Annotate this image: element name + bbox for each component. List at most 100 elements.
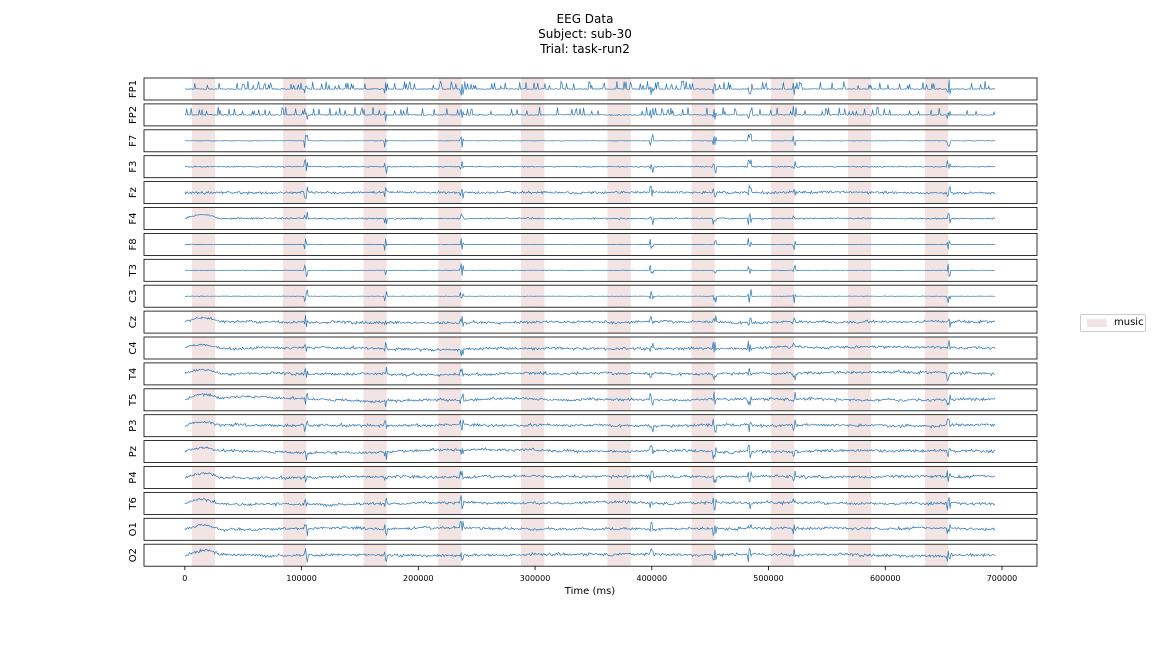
music-band-p4-0 — [191, 466, 216, 489]
trace-t6 — [184, 495, 996, 511]
x-tick-label-1: 100000 — [286, 574, 317, 583]
music-band-o1-0 — [191, 518, 216, 541]
channel-label-f3: F3 — [128, 161, 139, 173]
music-band-o1-5 — [607, 518, 631, 541]
music-band-t5-1 — [282, 388, 307, 411]
music-band-p3-6 — [691, 414, 715, 437]
music-band-pz-3 — [438, 440, 462, 463]
axes-frame-f8 — [143, 232, 1038, 256]
music-band-t4-9 — [924, 362, 949, 385]
channel-label-pz: Pz — [128, 446, 139, 457]
axes-frame-fz — [143, 181, 1038, 205]
axes-frame-t5 — [143, 388, 1038, 412]
music-band-c4-3 — [438, 337, 462, 359]
channel-label-cz: Cz — [128, 316, 139, 328]
trace-c3 — [184, 289, 995, 304]
music-band-t5-4 — [521, 388, 545, 411]
music-band-c4-9 — [924, 337, 949, 359]
trace-fz — [184, 184, 996, 199]
axes-frame-o2 — [143, 543, 1038, 567]
music-band-pz-9 — [924, 440, 949, 463]
x-tick-label-3: 300000 — [520, 574, 551, 583]
music-band-o2-0 — [191, 544, 216, 567]
trace-f4 — [184, 211, 996, 225]
music-band-c4-5 — [607, 337, 631, 359]
axes-frame-p4 — [143, 466, 1038, 489]
chart-title-line-2: Subject: sub-30 — [538, 27, 632, 41]
music-band-cz-0 — [191, 311, 216, 334]
channel-label-c3: C3 — [128, 290, 139, 303]
channel-label-fp2: FP2 — [128, 106, 139, 124]
music-band-fz-0 — [191, 181, 216, 204]
music-band-p4-6 — [691, 466, 715, 489]
music-band-c4-1 — [282, 337, 307, 359]
music-band-pz-1 — [282, 440, 307, 463]
chart-title-line-1: EEG Data — [556, 12, 614, 26]
channel-label-t5: T5 — [128, 394, 139, 407]
music-band-fz-5 — [607, 181, 631, 204]
music-band-t4-6 — [691, 362, 715, 385]
music-band-o2-5 — [607, 544, 631, 567]
axes-frame-t4 — [143, 362, 1038, 386]
channel-label-t3: T3 — [128, 264, 139, 277]
trace-p3 — [184, 418, 996, 434]
music-band-o1-4 — [521, 518, 545, 541]
trace-cz — [184, 315, 996, 328]
music-band-o1-9 — [924, 518, 949, 541]
music-band-p4-4 — [521, 466, 545, 489]
legend-swatch-music — [1087, 319, 1107, 327]
music-band-t6-8 — [847, 492, 872, 515]
music-band-o1-2 — [363, 518, 387, 541]
music-band-t6-3 — [438, 492, 462, 515]
axes-frame-o1 — [143, 517, 1038, 541]
axes-frame-cz — [143, 310, 1038, 334]
trace-f3 — [184, 159, 995, 175]
x-tick-label-0: 0 — [182, 574, 187, 583]
music-band-p3-7 — [770, 414, 795, 437]
music-band-t5-0 — [191, 388, 216, 411]
music-band-t6-1 — [282, 492, 307, 515]
axes-frame-f3 — [143, 155, 1038, 179]
axes-frame-c4 — [143, 336, 1038, 360]
x-axis-label: Time (ms) — [564, 586, 616, 597]
music-band-o2-9 — [924, 544, 949, 567]
trace-pz — [184, 444, 996, 461]
music-band-p3-9 — [924, 414, 949, 437]
music-band-t5-2 — [363, 388, 387, 411]
trace-o1 — [184, 520, 996, 537]
trace-t5 — [184, 391, 996, 408]
trace-f7 — [184, 133, 996, 148]
music-band-fz-8 — [847, 181, 872, 204]
x-tick-label-2: 200000 — [403, 574, 434, 583]
music-band-f4-9 — [924, 207, 949, 230]
music-band-t6-0 — [191, 492, 216, 515]
trace-f8 — [184, 238, 995, 251]
trace-t4 — [184, 367, 996, 382]
legend-label-music: music — [1114, 317, 1144, 328]
music-band-o1-3 — [438, 518, 462, 541]
music-band-c4-4 — [521, 337, 545, 359]
music-band-pz-0 — [191, 440, 216, 463]
channel-label-o1: O1 — [128, 522, 139, 536]
channel-label-p3: P3 — [128, 419, 139, 431]
music-band-p4-5 — [607, 466, 631, 489]
music-band-cz-3 — [438, 311, 462, 334]
x-tick-label-5: 500000 — [753, 574, 784, 583]
channel-label-p4: P4 — [128, 471, 139, 483]
music-band-t4-0 — [191, 362, 216, 385]
axes-frame-fp2 — [143, 103, 1038, 127]
music-band-t4-1 — [282, 362, 307, 385]
music-band-t4-3 — [438, 362, 462, 385]
x-tick-label-7: 700000 — [987, 574, 1018, 583]
axes-frame-f4 — [143, 207, 1038, 230]
axes-frame-pz — [143, 440, 1038, 464]
trace-t3 — [184, 263, 995, 278]
music-band-f4-0 — [191, 207, 216, 230]
trace-fp1 — [184, 79, 996, 96]
music-band-o2-4 — [521, 544, 545, 567]
channel-label-f7: F7 — [128, 135, 139, 147]
axes-frame-t3 — [143, 258, 1038, 282]
music-band-t5-7 — [770, 388, 795, 411]
channel-label-o2: O2 — [128, 548, 139, 562]
